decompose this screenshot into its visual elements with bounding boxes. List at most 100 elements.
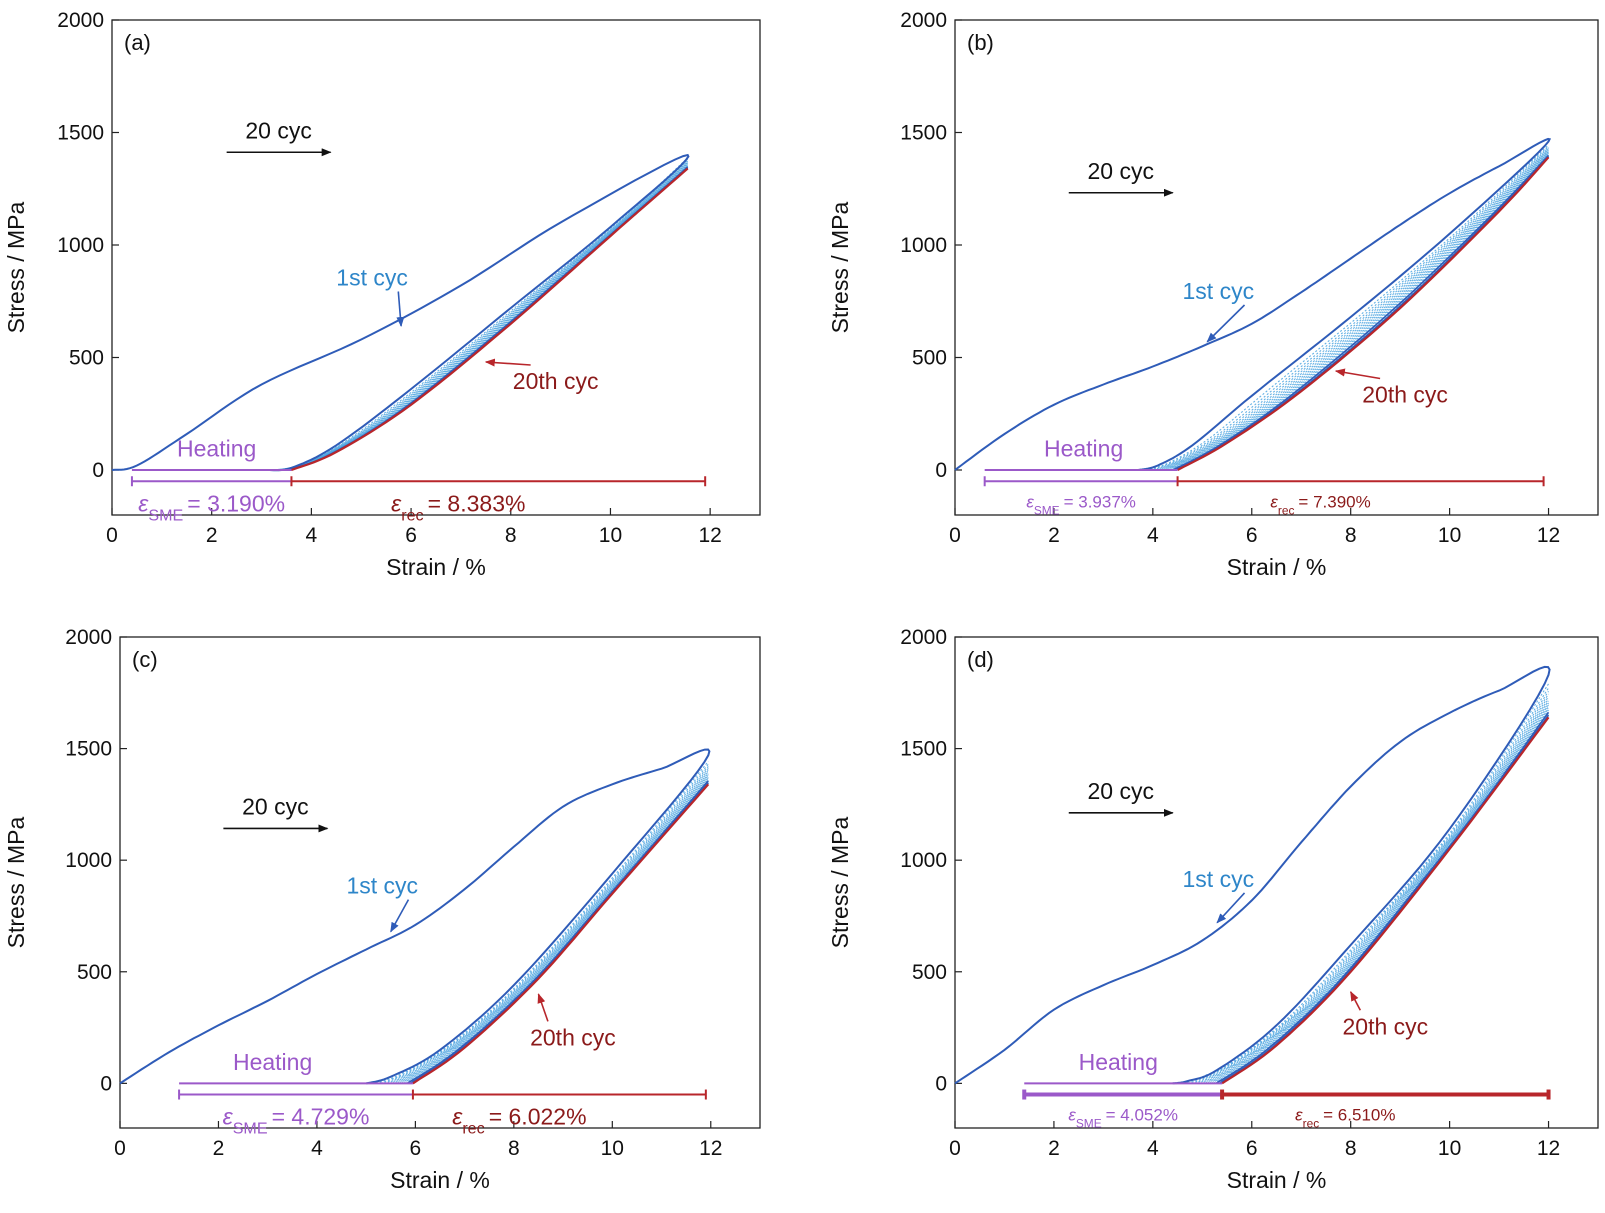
sme-strain-label: εSME = 4.052%	[1068, 1106, 1178, 1131]
intermediate-cycle-line	[1162, 150, 1549, 471]
first-cycle-arrow	[1206, 304, 1246, 343]
sme-strain-label: εSME = 4.729%	[223, 1104, 370, 1138]
intermediate-cycle-line	[1165, 152, 1549, 471]
intermediate-cycle-line	[1197, 696, 1549, 1084]
x-tick-label: 4	[306, 524, 318, 547]
rec-strain-label: εrec = 6.022%	[452, 1104, 586, 1138]
x-tick-label: 10	[601, 1137, 624, 1160]
cycles-label: 20 cyc	[245, 117, 311, 143]
first-cycle-line	[954, 665, 1551, 1085]
chart-panel: 0 2 4 6 8 10 12 0 500 1000 1500 2000 Strain / % Stres…	[827, 626, 1599, 1193]
y-tick-label: 0	[92, 459, 104, 482]
y-axis-label: Stress / MPa	[3, 201, 29, 333]
cycles-label: 20 cyc	[1088, 158, 1154, 184]
first-cycle-label: 1st cyc	[1183, 866, 1255, 892]
intermediate-cycle-line	[1211, 707, 1549, 1084]
y-tick-label: 500	[912, 961, 947, 984]
heating-label: Heating	[177, 436, 256, 462]
x-tick-label: 6	[410, 1137, 422, 1160]
x-tick-label: 4	[311, 1137, 323, 1160]
x-axis-label: Strain / %	[386, 554, 486, 580]
x-tick-label: 8	[505, 524, 517, 547]
x-tick-label: 0	[106, 524, 118, 547]
cycles-label: 20 cyc	[1088, 778, 1154, 804]
intermediate-cycle-line	[1209, 706, 1549, 1084]
intermediate-cycle-line	[283, 164, 689, 471]
y-axis-label: Stress / MPa	[3, 816, 29, 948]
intermediate-cycle-line	[279, 161, 689, 471]
intermediate-cycle-line	[1157, 149, 1549, 471]
last-cycle-line	[1221, 716, 1550, 1085]
y-tick-label: 0	[935, 1072, 947, 1095]
first-cycle-arrow	[396, 291, 405, 327]
intermediate-cycle-line	[1155, 148, 1549, 471]
y-tick-label: 2000	[900, 9, 947, 32]
first-cycle-label: 1st cyc	[346, 873, 418, 899]
intermediate-cycle-line	[1213, 709, 1549, 1084]
intermediate-cycle-line	[1152, 147, 1549, 471]
intermediate-cycle-line	[380, 763, 709, 1084]
cycles-label: 20 cyc	[242, 793, 308, 819]
last-cycle-label: 20th cyc	[530, 1024, 616, 1050]
x-tick-label: 4	[1147, 524, 1159, 547]
intermediate-cycle-line	[394, 772, 709, 1084]
y-tick-label: 1500	[900, 738, 947, 761]
y-tick-label: 0	[935, 459, 947, 482]
intermediate-cycle-line	[398, 775, 709, 1084]
sme-strain-label: εSME = 3.190%	[138, 490, 285, 524]
chart-panel: 0 2 4 6 8 10 12 0 500 1000 1500 2000 Strain / % Stres…	[827, 9, 1599, 580]
intermediate-cycle-line	[280, 162, 689, 471]
intermediate-cycle-line	[1215, 711, 1550, 1085]
rec-strain-label: εrec = 7.390%	[1270, 492, 1370, 517]
intermediate-cycle-line	[271, 157, 689, 471]
last-cycle-line	[412, 783, 710, 1085]
x-tick-label: 12	[1537, 1137, 1560, 1160]
first-cycle-label: 1st cyc	[1183, 278, 1255, 304]
x-tick-label: 2	[1048, 1137, 1060, 1160]
last-cycle-line	[1177, 156, 1550, 471]
intermediate-cycle-line	[375, 761, 709, 1084]
first-cycle-line	[954, 137, 1552, 471]
x-tick-label: 2	[1048, 524, 1060, 547]
intermediate-cycle-line	[282, 163, 689, 471]
y-axis-label: Stress / MPa	[827, 201, 853, 333]
last-cycle-arrow	[1334, 368, 1381, 380]
intermediate-cycle-line	[277, 160, 689, 471]
x-tick-label: 0	[949, 1137, 961, 1160]
chart-panel: 0 2 4 6 8 10 12 0 500 1000 1500 2000 Strain / % Stres…	[3, 9, 761, 580]
plot-frame	[119, 636, 761, 1129]
plot-frame	[954, 636, 1599, 1129]
first-cycle-arrow	[1216, 892, 1246, 924]
intermediate-cycle-line	[290, 167, 689, 471]
panel-label: (a)	[124, 30, 151, 55]
intermediate-cycle-line	[383, 766, 709, 1084]
y-tick-label: 1000	[65, 849, 112, 872]
x-axis-label: Strain / %	[390, 1167, 490, 1193]
y-tick-label: 2000	[900, 626, 947, 649]
x-tick-label: 0	[114, 1137, 126, 1160]
first-cycle-line	[111, 153, 690, 472]
plot-frame	[954, 19, 1599, 516]
y-tick-label: 0	[100, 1072, 112, 1095]
heating-label: Heating	[1044, 436, 1123, 462]
first-cycle-arrow	[390, 899, 410, 933]
intermediate-cycle-line	[275, 159, 689, 471]
y-tick-label: 1500	[57, 122, 104, 145]
y-tick-label: 500	[912, 347, 947, 370]
last-cycle-label: 20th cyc	[1342, 1013, 1428, 1039]
plot-frame	[111, 19, 761, 516]
y-tick-label: 1500	[900, 122, 947, 145]
x-tick-label: 6	[1246, 1137, 1258, 1160]
intermediate-cycle-line	[1202, 700, 1549, 1084]
x-tick-label: 0	[949, 524, 961, 547]
y-tick-label: 1000	[57, 234, 104, 257]
x-tick-label: 12	[699, 1137, 722, 1160]
x-tick-label: 6	[1246, 524, 1258, 547]
last-cycle-arrow	[484, 358, 531, 367]
intermediate-cycle-line	[1200, 698, 1549, 1084]
x-tick-label: 8	[1345, 524, 1357, 547]
last-cycle-label: 20th cyc	[1362, 382, 1448, 408]
intermediate-cycle-line	[392, 771, 709, 1084]
x-tick-label: 12	[698, 524, 721, 547]
intermediate-cycle-line	[1205, 702, 1549, 1084]
